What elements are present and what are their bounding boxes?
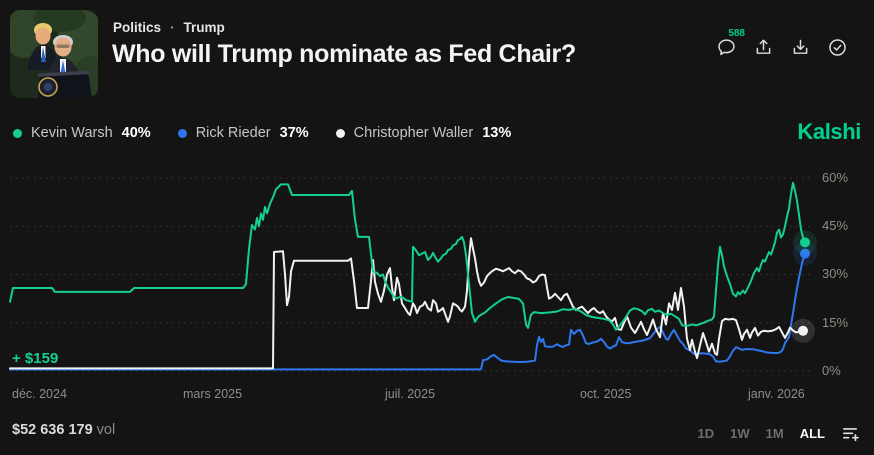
range-button-1m[interactable]: 1M xyxy=(765,426,784,441)
y-axis-tick: 60% xyxy=(822,169,849,185)
legend-dot xyxy=(177,128,187,138)
volume-value: $52 636 179 xyxy=(12,422,93,438)
watchlist-button[interactable] xyxy=(827,37,848,58)
time-range-selector: 1D 1W 1M ALL xyxy=(698,424,860,443)
range-buttons: 1D 1W 1M ALL xyxy=(698,426,825,441)
legend-item[interactable]: Kevin Warsh 40% xyxy=(13,125,151,141)
y-axis-tick: 15% xyxy=(822,314,849,330)
legend-percentage: 37% xyxy=(279,125,309,141)
share-button[interactable] xyxy=(753,37,774,58)
x-axis-tick: juil. 2025 xyxy=(385,387,436,401)
range-button-all[interactable]: ALL xyxy=(799,426,825,441)
legend-name: Kevin Warsh xyxy=(31,125,113,141)
range-button-1d[interactable]: 1D xyxy=(697,426,715,441)
page-title: Who will Trump nominate as Fed Chair? xyxy=(112,40,576,68)
legend-dot xyxy=(335,128,345,138)
share-icon xyxy=(756,39,771,54)
legend-percentage: 13% xyxy=(482,125,512,141)
range-button-1w[interactable]: 1W xyxy=(730,426,750,441)
breadcrumb-separator: · xyxy=(170,20,175,35)
volume-suffix: vol xyxy=(96,422,116,438)
indicators-add-icon[interactable] xyxy=(841,424,860,443)
legend-item[interactable]: Christopher Waller 13% xyxy=(335,125,512,141)
thumbnail-illustration xyxy=(10,10,98,98)
pnl-label: + $159 xyxy=(12,350,59,367)
y-axis-tick: 30% xyxy=(822,266,849,282)
x-axis-tick: oct. 2025 xyxy=(580,387,632,401)
comments-count-badge: 588 xyxy=(728,28,745,39)
download-button[interactable] xyxy=(790,37,811,58)
download-icon xyxy=(793,39,808,54)
legend-percentage: 40% xyxy=(121,125,151,141)
kalshi-logo: Kalshi xyxy=(797,119,861,144)
y-axis-tick: 0% xyxy=(822,363,841,378)
breadcrumb: Politics · Trump xyxy=(113,20,225,35)
x-axis-tick: mars 2025 xyxy=(183,387,243,401)
x-axis-tick: janv. 2026 xyxy=(748,387,805,401)
legend-name: Christopher Waller xyxy=(353,125,474,141)
comments-button[interactable]: 588 xyxy=(716,28,745,58)
comment-icon xyxy=(718,39,735,56)
market-thumbnail[interactable] xyxy=(10,10,98,98)
check-circle-icon xyxy=(829,39,846,56)
legend-dot xyxy=(13,128,22,138)
legend-item[interactable]: Rick Rieder 37% xyxy=(177,125,309,141)
volume-stat: $52 636 179 vol xyxy=(12,422,115,438)
chart-legend: Kevin Warsh 40% Rick Rieder 37% Christopher … xyxy=(13,125,511,141)
legend-name: Rick Rieder xyxy=(195,125,271,141)
breadcrumb-trump[interactable]: Trump xyxy=(183,20,225,35)
y-axis-tick: 45% xyxy=(822,218,849,234)
x-axis-tick: déc. 2024 xyxy=(12,387,67,401)
breadcrumb-politics[interactable]: Politics xyxy=(113,20,162,35)
market-actions: 588 xyxy=(716,28,848,58)
